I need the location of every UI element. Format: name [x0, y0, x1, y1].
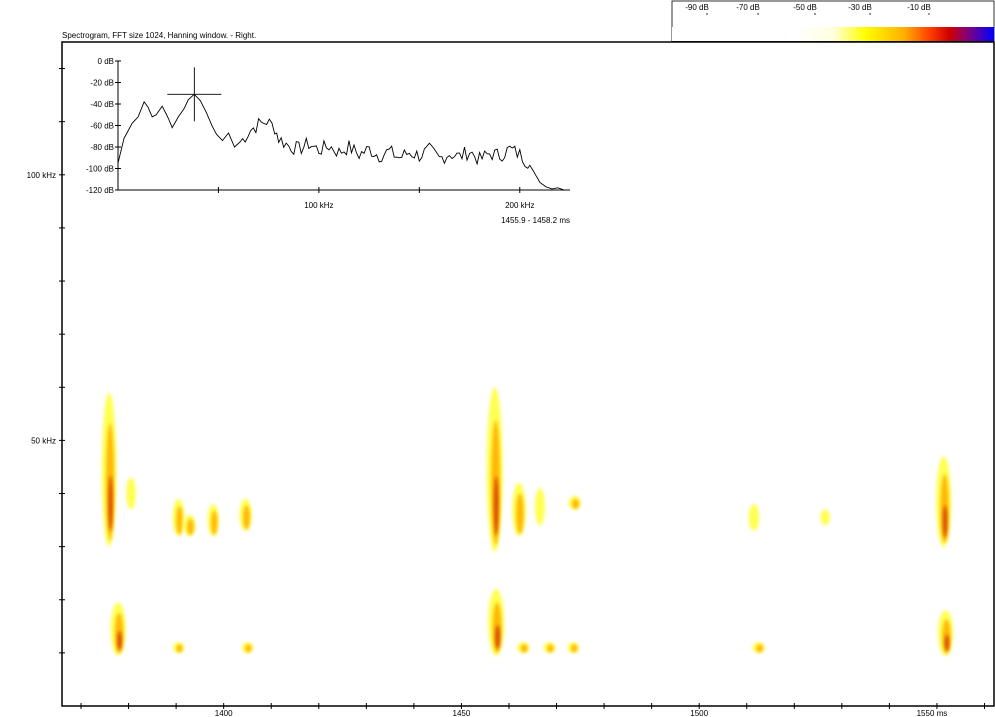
energy-blob: [752, 642, 765, 653]
color-scale-label: -30 dB: [848, 3, 872, 12]
energy-blob: [110, 602, 126, 656]
spectrum-y-tick-label: -20 dB: [90, 79, 114, 88]
energy-blob-mid: [176, 506, 183, 535]
spectrum-y-tick-label: -80 dB: [90, 143, 114, 152]
energy-blob-core: [493, 476, 499, 536]
energy-blob: [512, 482, 526, 537]
energy-blob-core: [117, 631, 122, 651]
plot-frame: [61, 41, 995, 707]
spectrum-time-range: 1455.9 - 1458.2 ms: [501, 216, 570, 225]
spectrum-y-tick-label: -120 dB: [86, 186, 114, 195]
energy-blob: [534, 488, 545, 526]
energy-blob-mid: [571, 644, 578, 653]
energy-blob: [488, 589, 505, 656]
energy-blob-mid: [547, 644, 554, 653]
frequency-axis: 50 kHz 100 kHz: [27, 68, 65, 654]
energy-blob: [172, 498, 185, 537]
energy-blob-mid: [756, 644, 763, 653]
energy-blob-mid: [245, 644, 252, 653]
energy-blob-outer: [820, 509, 830, 526]
time-tick-label: 1550 ms: [917, 709, 948, 717]
energy-blob-core: [944, 634, 950, 652]
energy-blob: [126, 477, 136, 510]
energy-blob-core: [495, 624, 501, 649]
energy-blob-mid: [187, 519, 194, 536]
color-scale-label: -70 dB: [736, 3, 760, 12]
color-scale-label: -10 dB: [907, 3, 931, 12]
power-spectrum-inset: 0 dB -20 dB -40 dB -60 dB -80 dB -100 dB -120 …: [86, 57, 570, 225]
time-tick-label: 1400: [215, 709, 233, 717]
energy-blob-outer: [534, 488, 545, 526]
energy-blob-mid: [520, 644, 528, 653]
energy-blob-mid: [176, 644, 183, 653]
energy-blob: [937, 610, 953, 656]
energy-blob: [241, 642, 253, 653]
energy-blob-mid: [243, 505, 250, 530]
peak-crosshair: [167, 67, 222, 122]
energy-blob: [239, 498, 252, 531]
energy-blob: [173, 642, 184, 653]
energy-blob-outer: [126, 477, 136, 510]
spectrogram-energy: [101, 387, 953, 656]
energy-blob-mid: [516, 493, 524, 534]
color-scale-label: -90 dB: [685, 3, 709, 12]
energy-blob: [207, 504, 219, 537]
spectrum-y-tick-label: -60 dB: [90, 122, 114, 131]
energy-blob-outer: [748, 504, 760, 531]
energy-blob: [101, 392, 117, 547]
spectrum-x-tick-label: 200 kHz: [505, 201, 534, 210]
time-tick-label: 1500: [690, 709, 708, 717]
time-axis: 1400 1450 1500 1550 ms: [80, 703, 985, 717]
energy-blob: [820, 509, 830, 526]
energy-blob: [567, 642, 579, 653]
energy-blob: [183, 514, 196, 537]
spectrum-x-tick-label: 100 kHz: [304, 201, 333, 210]
color-scale-label: -50 dB: [793, 3, 817, 12]
spectrum-y-tick-label: 0 dB: [98, 57, 114, 66]
spectrum-y-tick-label: -100 dB: [86, 165, 114, 174]
energy-blob-mid: [572, 498, 579, 509]
color-scale-gradient: [672, 27, 994, 41]
frequency-tick-label: 100 kHz: [27, 171, 56, 180]
spectrogram-title: Spectrogram, FFT size 1024, Hanning wind…: [62, 31, 256, 40]
energy-blob: [748, 504, 760, 531]
color-scale: -90 dB -70 dB -50 dB -30 dB -10 dB: [671, 0, 995, 42]
frequency-tick-label: 50 kHz: [31, 436, 56, 445]
energy-blob: [568, 496, 581, 510]
spectrum-y-tick-label: -40 dB: [90, 100, 114, 109]
energy-blob: [517, 642, 530, 653]
time-tick-label: 1450: [453, 709, 471, 717]
energy-blob: [486, 387, 503, 552]
energy-blob: [936, 456, 952, 547]
energy-blob-core: [942, 505, 948, 538]
energy-blob: [543, 642, 556, 653]
color-scale-labels: -90 dB -70 dB -50 dB -30 dB -10 dB: [685, 3, 931, 15]
spectrum-axes: 0 dB -20 dB -40 dB -60 dB -80 dB -100 dB -120 …: [86, 57, 570, 210]
energy-blob-mid: [211, 510, 218, 535]
spectrum-line: [117, 93, 565, 191]
energy-blob-core: [108, 475, 113, 532]
